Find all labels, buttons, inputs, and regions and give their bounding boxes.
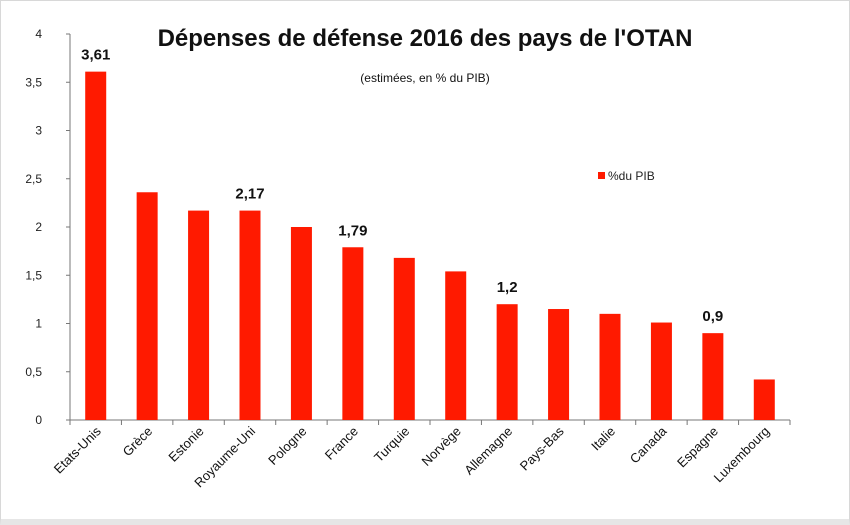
bar (136, 192, 158, 420)
y-tick-label: 3 (35, 124, 42, 138)
bar (85, 71, 107, 420)
legend-label: %du PIB (608, 169, 655, 183)
x-tick-label: Allemagne (461, 424, 515, 478)
x-tick-label: Pays-Bas (517, 423, 567, 473)
y-tick-label: 2,5 (25, 172, 42, 186)
bar (650, 322, 672, 420)
legend: %du PIB (598, 169, 655, 183)
data-label: 3,61 (81, 47, 110, 64)
y-tick-label: 1 (35, 317, 42, 331)
x-tick-label: Turquie (371, 424, 412, 465)
y-tick-label: 2 (35, 220, 42, 234)
y-tick-label: 1,5 (25, 268, 42, 282)
x-tick-label: Norvège (418, 424, 463, 469)
bar (548, 309, 570, 420)
x-tick-label: Etats-Unis (51, 423, 104, 476)
data-label: 1,79 (338, 222, 367, 239)
x-tick-label: Pologne (265, 424, 309, 468)
bar (599, 313, 621, 420)
bar (188, 210, 210, 420)
x-tick-label: Grèce (120, 424, 156, 460)
bar (393, 257, 415, 420)
x-tick-label: Luxembourg (711, 424, 773, 486)
x-tick-label: Italie (588, 424, 618, 454)
bar (290, 227, 312, 420)
bars (85, 71, 775, 420)
data-label: 2,17 (235, 186, 264, 203)
bar (702, 333, 724, 420)
data-label: 0,9 (702, 308, 723, 325)
legend-swatch (598, 172, 605, 179)
x-tick-label: Estonie (165, 424, 206, 465)
data-labels: 3,61 2,17 1,79 1,2 0,9 (81, 47, 723, 326)
bar (496, 304, 518, 420)
bar (239, 210, 261, 420)
chart-title: Dépenses de défense 2016 des pays de l'O… (158, 25, 693, 52)
y-tick-label: 0,5 (25, 365, 42, 379)
y-tick-label: 3,5 (25, 75, 42, 89)
data-label: 1,2 (497, 279, 518, 296)
bar (342, 247, 364, 420)
chart-subtitle: (estimées, en % du PIB) (360, 71, 489, 85)
x-tick-label: France (322, 424, 361, 463)
x-tick-label: Espagne (674, 424, 721, 471)
y-tick-label: 4 (35, 27, 42, 41)
x-tick-label: Canada (627, 423, 670, 466)
y-tick-label: 0 (35, 413, 42, 427)
bar (445, 271, 467, 420)
bar (753, 379, 775, 420)
